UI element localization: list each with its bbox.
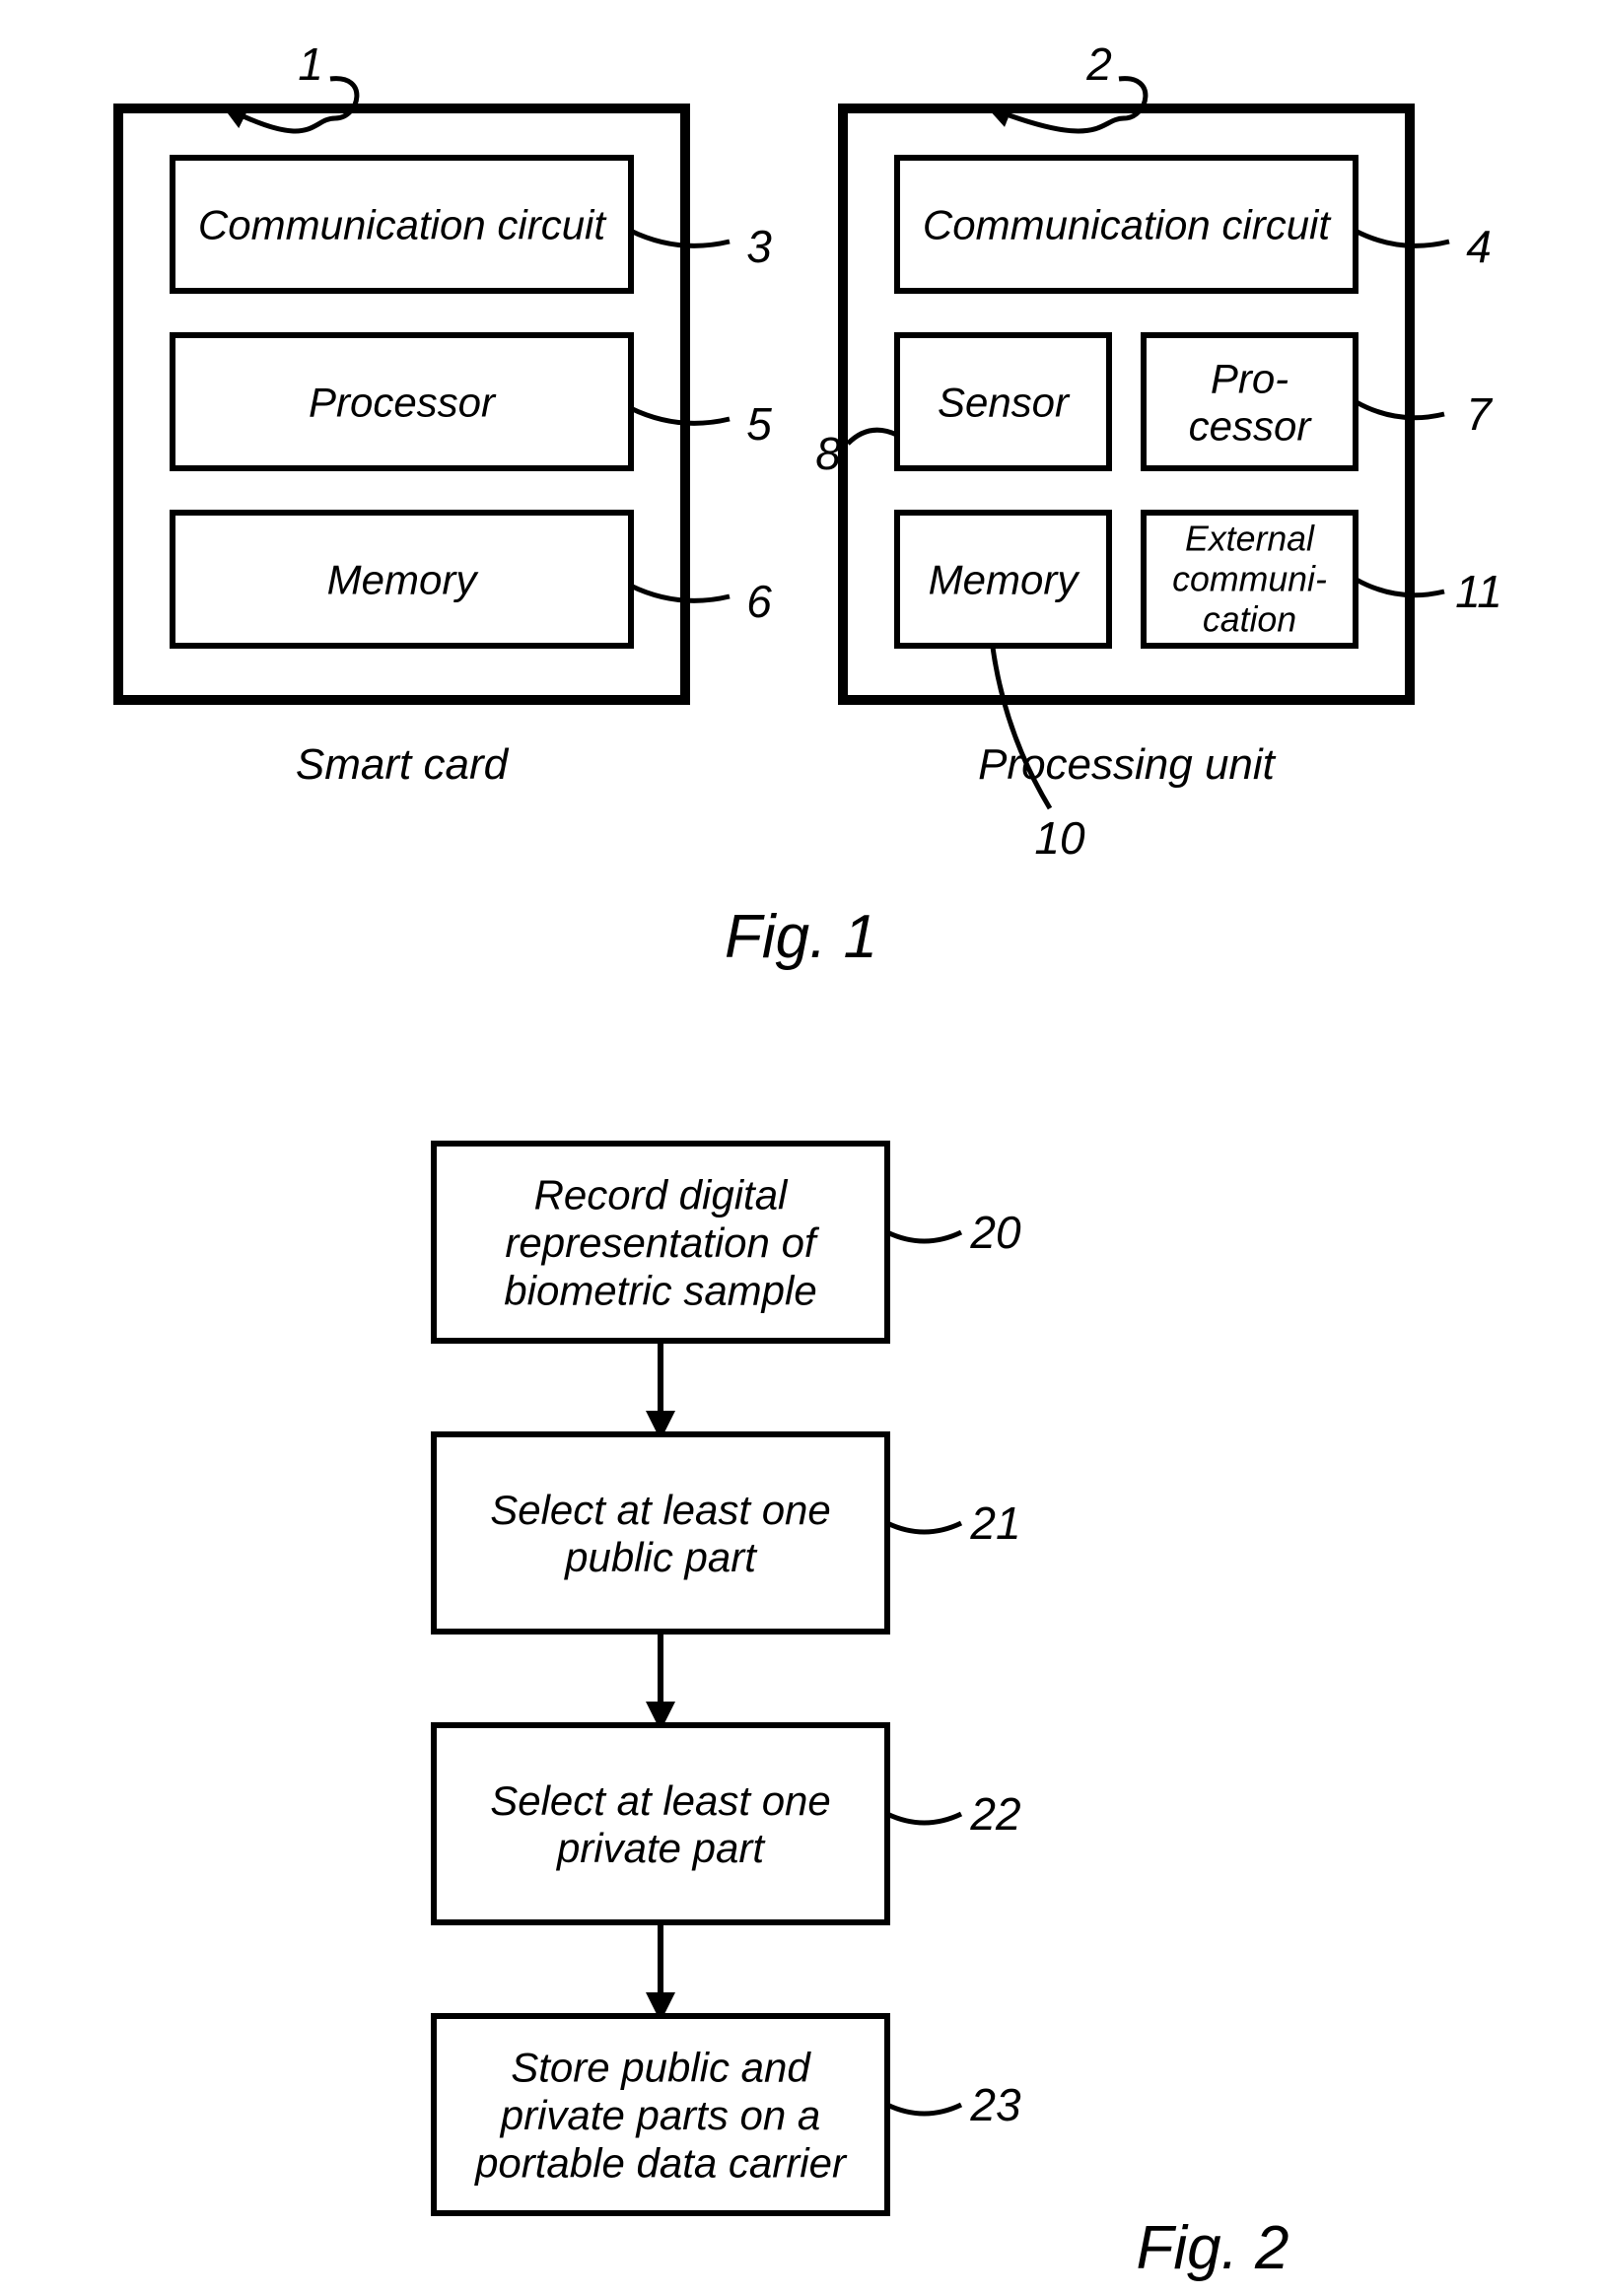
ref-2: 2 [1085, 38, 1112, 90]
ref-21: 21 [969, 1497, 1020, 1549]
ref-20: 20 [969, 1207, 1021, 1258]
ref-4: 4 [1466, 221, 1492, 272]
ref-8: 8 [815, 428, 841, 479]
flow-label-0: Record digitalrepresentation ofbiometric… [504, 1171, 820, 1313]
flow-label-3: Store public andprivate parts on aportab… [473, 2044, 848, 2186]
figure-1-label: Fig. 1 [725, 903, 877, 971]
procunit-grid-label-0: Sensor [938, 379, 1071, 425]
ref-3: 3 [746, 221, 772, 272]
procunit-grid-label-2: Memory [929, 556, 1081, 602]
ref-23: 23 [969, 2079, 1021, 2130]
ref-6: 6 [746, 576, 772, 627]
ref-5: 5 [746, 398, 772, 450]
caption-procunit: Processing unit [978, 740, 1277, 789]
ref-11: 11 [1455, 566, 1502, 617]
ref-7: 7 [1466, 388, 1493, 440]
ref-1: 1 [298, 38, 323, 90]
smartcard-label-2: Memory [327, 556, 480, 602]
smartcard-label-0: Communication circuit [198, 201, 607, 247]
smartcard-label-1: Processor [309, 379, 497, 425]
ref-10: 10 [1034, 812, 1085, 864]
procunit-top-label-0: Communication circuit [923, 201, 1332, 247]
ref-22: 22 [969, 1788, 1020, 1840]
figure-2-label: Fig. 2 [1136, 2214, 1289, 2282]
caption-smartcard: Smart card [296, 740, 510, 789]
